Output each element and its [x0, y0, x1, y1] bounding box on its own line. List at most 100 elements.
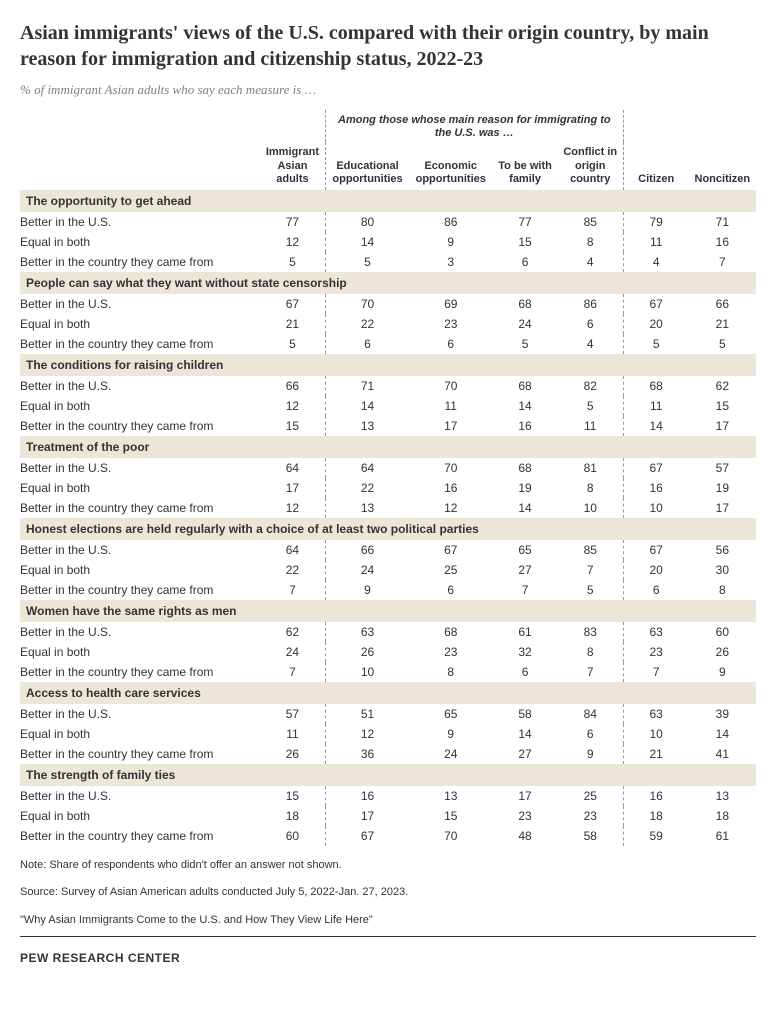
row-label: Equal in both: [20, 806, 260, 826]
row-label: Better in the country they came from: [20, 580, 260, 600]
cell: 4: [558, 334, 623, 354]
cell: 5: [558, 580, 623, 600]
section-header: Treatment of the poor: [20, 436, 756, 458]
table-row: Better in the U.S.67706968866766: [20, 294, 756, 314]
cell: 67: [409, 540, 492, 560]
cell: 14: [689, 724, 756, 744]
table-row: Better in the U.S.66717068826862: [20, 376, 756, 396]
cell: 67: [260, 294, 325, 314]
cell: 58: [492, 704, 557, 724]
cell: 36: [325, 744, 409, 764]
cell: 6: [409, 334, 492, 354]
table-row: Better in the country they came from7967…: [20, 580, 756, 600]
cell: 64: [260, 540, 325, 560]
cell: 25: [409, 560, 492, 580]
cell: 77: [260, 212, 325, 232]
cell: 5: [325, 252, 409, 272]
note-line: Source: Survey of Asian American adults …: [20, 885, 756, 900]
cell: 85: [558, 540, 623, 560]
cell: 64: [260, 458, 325, 478]
table-row: Equal in both18171523231818: [20, 806, 756, 826]
cell: 12: [260, 232, 325, 252]
cell: 57: [260, 704, 325, 724]
column-headers: Immigrant Asian adults Educational oppor…: [20, 142, 756, 190]
cell: 70: [409, 826, 492, 846]
note-line: "Why Asian Immigrants Come to the U.S. a…: [20, 913, 756, 928]
row-label: Better in the country they came from: [20, 662, 260, 682]
cell: 77: [492, 212, 557, 232]
cell: 7: [492, 580, 557, 600]
section-header: The opportunity to get ahead: [20, 190, 756, 212]
cell: 70: [325, 294, 409, 314]
col-header: To be with family: [492, 142, 557, 190]
cell: 11: [623, 396, 688, 416]
cell: 51: [325, 704, 409, 724]
cell: 16: [492, 416, 557, 436]
divider: [20, 936, 756, 937]
row-label: Equal in both: [20, 642, 260, 662]
row-label: Better in the country they came from: [20, 334, 260, 354]
cell: 70: [409, 376, 492, 396]
table-row: Better in the country they came from7108…: [20, 662, 756, 682]
cell: 14: [492, 498, 557, 518]
data-table: Among those whose main reason for immigr…: [20, 110, 756, 846]
cell: 21: [260, 314, 325, 334]
cell: 7: [689, 252, 756, 272]
row-label: Better in the U.S.: [20, 786, 260, 806]
cell: 63: [623, 622, 688, 642]
cell: 17: [492, 786, 557, 806]
row-label: Equal in both: [20, 232, 260, 252]
cell: 62: [689, 376, 756, 396]
row-label: Equal in both: [20, 560, 260, 580]
cell: 7: [260, 662, 325, 682]
row-label: Better in the country they came from: [20, 498, 260, 518]
cell: 39: [689, 704, 756, 724]
cell: 20: [623, 560, 688, 580]
cell: 63: [325, 622, 409, 642]
cell: 23: [623, 642, 688, 662]
cell: 61: [689, 826, 756, 846]
cell: 84: [558, 704, 623, 724]
cell: 57: [689, 458, 756, 478]
table-row: Equal in both121491581116: [20, 232, 756, 252]
row-label: Better in the U.S.: [20, 622, 260, 642]
cell: 86: [558, 294, 623, 314]
cell: 22: [260, 560, 325, 580]
cell: 10: [558, 498, 623, 518]
footer-attribution: PEW RESEARCH CENTER: [20, 951, 756, 965]
cell: 17: [689, 416, 756, 436]
cell: 60: [689, 622, 756, 642]
cell: 82: [558, 376, 623, 396]
cell: 83: [558, 622, 623, 642]
cell: 5: [260, 252, 325, 272]
cell: 7: [623, 662, 688, 682]
cell: 9: [689, 662, 756, 682]
cell: 9: [409, 232, 492, 252]
cell: 14: [623, 416, 688, 436]
cell: 6: [558, 314, 623, 334]
cell: 68: [492, 294, 557, 314]
note-line: Note: Share of respondents who didn't of…: [20, 858, 756, 873]
cell: 70: [409, 458, 492, 478]
cell: 11: [623, 232, 688, 252]
cell: 14: [492, 396, 557, 416]
table-row: Equal in both1722161981619: [20, 478, 756, 498]
cell: 21: [623, 744, 688, 764]
cell: 17: [689, 498, 756, 518]
cell: 12: [260, 498, 325, 518]
cell: 21: [689, 314, 756, 334]
cell: 7: [558, 560, 623, 580]
cell: 22: [325, 478, 409, 498]
table-row: Better in the country they came from5665…: [20, 334, 756, 354]
cell: 59: [623, 826, 688, 846]
cell: 68: [409, 622, 492, 642]
cell: 16: [689, 232, 756, 252]
cell: 22: [325, 314, 409, 334]
cell: 27: [492, 744, 557, 764]
cell: 56: [689, 540, 756, 560]
page-title: Asian immigrants' views of the U.S. comp…: [20, 20, 756, 72]
cell: 6: [623, 580, 688, 600]
cell: 26: [325, 642, 409, 662]
cell: 6: [558, 724, 623, 744]
cell: 58: [558, 826, 623, 846]
